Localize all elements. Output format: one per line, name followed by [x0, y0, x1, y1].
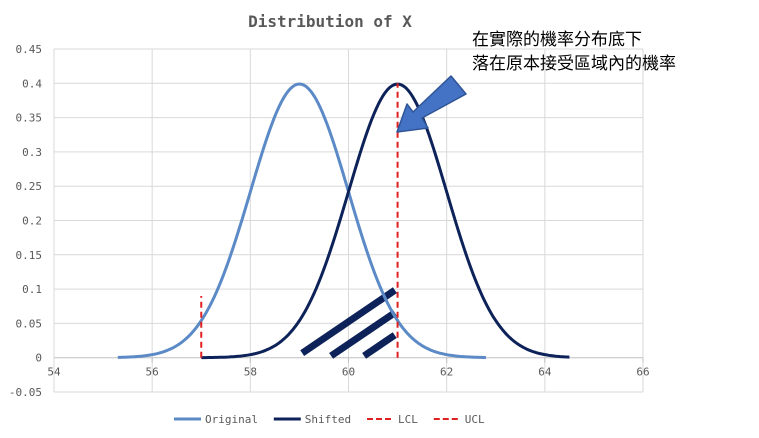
annotation-line-1: 在實際的機率分布底下	[472, 30, 642, 50]
y-tick-label: 0.45	[16, 43, 43, 56]
hatch-stroke	[362, 332, 397, 359]
y-tick-label: 0.25	[16, 180, 43, 193]
legend: Original Shifted LCL UCL	[174, 413, 485, 426]
x-tick-label: 60	[342, 366, 355, 379]
series-shifted-line	[201, 82, 570, 360]
legend-label-original: Original	[205, 413, 258, 426]
y-tick-label: 0.4	[22, 77, 42, 90]
y-tick-label: 0.3	[22, 146, 42, 159]
series-original-line	[117, 82, 486, 359]
x-tick-label: 62	[440, 366, 453, 379]
annotation-text: 在實際的機率分布底下 落在原本接受區域內的機率	[472, 28, 676, 76]
y-tick-label: 0.15	[16, 249, 43, 262]
chart-title: Distribution of X	[248, 12, 412, 31]
hatch-stroke	[329, 309, 397, 359]
annotation-line-2: 落在原本接受區域內的機率	[472, 54, 676, 74]
x-tick-label: 58	[244, 366, 257, 379]
gridlines	[54, 48, 644, 393]
y-tick-label: 0.05	[16, 317, 43, 330]
legend-label-ucl: UCL	[465, 413, 485, 426]
y-tick-label: 0.35	[16, 112, 43, 125]
hatch-stroke	[300, 287, 397, 356]
x-tick-label: 66	[636, 366, 649, 379]
axes: -0.0500.050.10.150.20.250.30.350.40.4554…	[9, 43, 650, 399]
y-tick-label: -0.05	[9, 386, 42, 399]
series	[117, 82, 570, 360]
legend-label-shifted: Shifted	[305, 413, 351, 426]
annotation-arrow-shape	[396, 75, 467, 133]
legend-label-lcl: LCL	[398, 413, 418, 426]
x-tick-label: 56	[146, 366, 159, 379]
annotation-arrow	[396, 75, 467, 133]
y-tick-label: 0.1	[22, 283, 42, 296]
y-tick-label: 0.2	[22, 215, 42, 228]
hatch-region	[300, 287, 397, 359]
y-tick-label: 0	[35, 352, 42, 365]
x-tick-label: 64	[538, 366, 552, 379]
